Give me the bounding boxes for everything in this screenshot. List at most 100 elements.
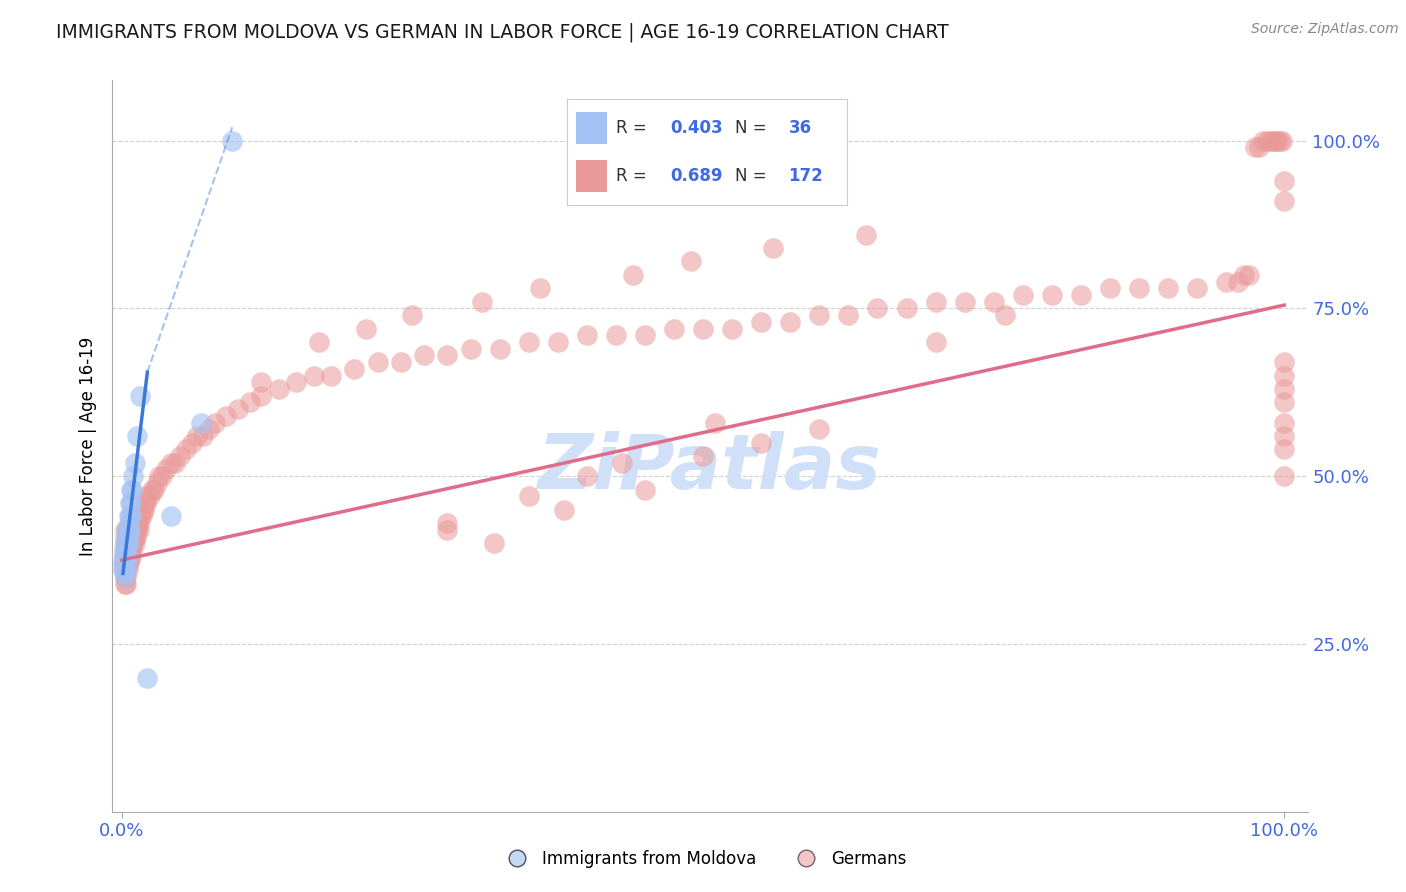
Point bbox=[1272, 429, 1295, 443]
Point bbox=[124, 523, 146, 537]
Point bbox=[120, 530, 142, 544]
Point bbox=[808, 308, 831, 322]
Point bbox=[112, 549, 135, 564]
Point bbox=[517, 334, 540, 349]
Point bbox=[120, 523, 142, 537]
Point bbox=[132, 502, 155, 516]
Point bbox=[136, 489, 159, 503]
Point bbox=[191, 429, 214, 443]
Point bbox=[204, 416, 226, 430]
Point bbox=[122, 516, 145, 531]
Point bbox=[118, 536, 141, 550]
Point bbox=[112, 557, 135, 571]
Point bbox=[135, 496, 157, 510]
Point bbox=[1272, 174, 1295, 188]
Point bbox=[125, 516, 148, 531]
Point bbox=[115, 523, 138, 537]
Point bbox=[118, 530, 141, 544]
Point bbox=[1244, 140, 1267, 154]
Y-axis label: In Labor Force | Age 16-19: In Labor Force | Age 16-19 bbox=[79, 336, 97, 556]
Point bbox=[837, 308, 859, 322]
Point bbox=[129, 509, 152, 524]
Point bbox=[118, 557, 141, 571]
Point bbox=[112, 549, 135, 564]
Point bbox=[1260, 134, 1282, 148]
Point bbox=[117, 549, 139, 564]
Point bbox=[855, 227, 877, 242]
Point bbox=[129, 389, 152, 403]
Point bbox=[169, 449, 191, 463]
Point bbox=[553, 502, 575, 516]
Point bbox=[681, 254, 703, 268]
Point bbox=[118, 523, 141, 537]
Point bbox=[118, 496, 141, 510]
Point bbox=[1040, 288, 1063, 302]
Point bbox=[1247, 140, 1270, 154]
Point bbox=[115, 570, 138, 584]
Point bbox=[239, 395, 262, 409]
Point bbox=[186, 429, 208, 443]
Text: Source: ZipAtlas.com: Source: ZipAtlas.com bbox=[1251, 22, 1399, 37]
Point bbox=[117, 530, 139, 544]
Point bbox=[111, 563, 134, 577]
Point bbox=[112, 563, 135, 577]
Point bbox=[1272, 382, 1295, 396]
Point bbox=[125, 429, 148, 443]
Point bbox=[267, 382, 290, 396]
Point bbox=[605, 328, 627, 343]
Point bbox=[120, 509, 142, 524]
Text: IMMIGRANTS FROM MOLDOVA VS GERMAN IN LABOR FORCE | AGE 16-19 CORRELATION CHART: IMMIGRANTS FROM MOLDOVA VS GERMAN IN LAB… bbox=[56, 22, 949, 42]
Point bbox=[114, 523, 136, 537]
Point bbox=[308, 334, 330, 349]
Point bbox=[983, 294, 1005, 309]
Point bbox=[115, 563, 138, 577]
Point bbox=[115, 576, 138, 591]
Point bbox=[319, 368, 342, 383]
Point bbox=[117, 557, 139, 571]
Point bbox=[117, 523, 139, 537]
Point bbox=[634, 483, 657, 497]
Point bbox=[401, 308, 423, 322]
Point bbox=[117, 523, 139, 537]
Point bbox=[621, 268, 644, 282]
Point bbox=[1268, 134, 1291, 148]
Point bbox=[118, 549, 141, 564]
Point bbox=[120, 536, 142, 550]
Point bbox=[779, 315, 801, 329]
Point bbox=[953, 294, 976, 309]
Point bbox=[749, 315, 772, 329]
Point bbox=[488, 342, 510, 356]
Point bbox=[112, 549, 135, 564]
Point bbox=[118, 509, 141, 524]
Point bbox=[120, 483, 142, 497]
Point bbox=[120, 496, 142, 510]
Point bbox=[1271, 134, 1294, 148]
Point bbox=[1272, 368, 1295, 383]
Point bbox=[114, 549, 136, 564]
Point bbox=[692, 449, 714, 463]
Point bbox=[115, 549, 138, 564]
Point bbox=[136, 671, 159, 685]
Point bbox=[180, 435, 202, 450]
Point bbox=[124, 536, 146, 550]
Point bbox=[389, 355, 412, 369]
Point bbox=[250, 376, 273, 390]
Point bbox=[517, 489, 540, 503]
Point bbox=[121, 483, 143, 497]
Point bbox=[994, 308, 1017, 322]
Point bbox=[117, 549, 139, 564]
Point bbox=[124, 456, 146, 470]
Point bbox=[131, 502, 153, 516]
Point bbox=[121, 536, 143, 550]
Point bbox=[482, 536, 505, 550]
Point bbox=[1272, 194, 1295, 208]
Point bbox=[121, 543, 143, 558]
Point bbox=[115, 557, 138, 571]
Point bbox=[141, 483, 163, 497]
Point bbox=[155, 462, 177, 476]
Point bbox=[118, 523, 141, 537]
Point bbox=[114, 557, 136, 571]
Point bbox=[924, 294, 946, 309]
Point bbox=[114, 563, 136, 577]
Point bbox=[1215, 275, 1237, 289]
